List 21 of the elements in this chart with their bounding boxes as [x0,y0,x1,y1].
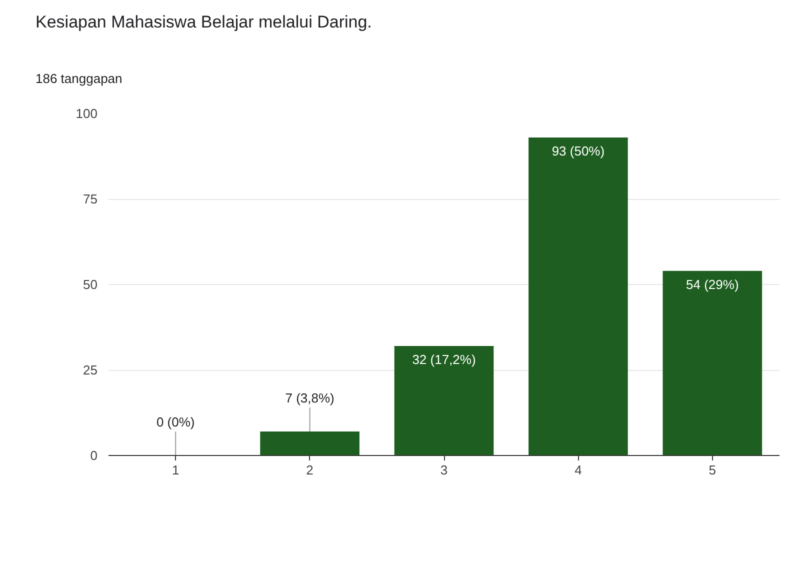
bar [394,346,494,456]
data-label: 7 (3,8%) [285,390,334,406]
y-tick-label: 0 [90,448,98,463]
bar [260,432,360,456]
bar [662,270,762,456]
data-label: 93 (50%) [552,143,605,158]
x-tick-label: 3 [440,462,448,478]
y-tick-label: 75 [83,192,98,206]
bar [528,137,628,456]
x-tick-label: 4 [574,462,582,478]
y-tick-label: 50 [83,277,98,292]
data-label: 0 (0%) [156,414,195,430]
y-tick-label: 100 [76,106,98,121]
y-tick-label: 25 [83,362,98,378]
chart-subtitle: 186 tanggapan [36,71,122,86]
data-label: 54 (29%) [686,276,739,292]
x-tick-label: 5 [708,462,716,478]
chart-title: Kesiapan Mahasiswa Belajar melalui Daring. [36,12,372,32]
x-tick-label: 2 [306,462,314,478]
x-tick-label: 1 [172,462,180,478]
data-label: 32 (17,2%) [412,352,476,368]
